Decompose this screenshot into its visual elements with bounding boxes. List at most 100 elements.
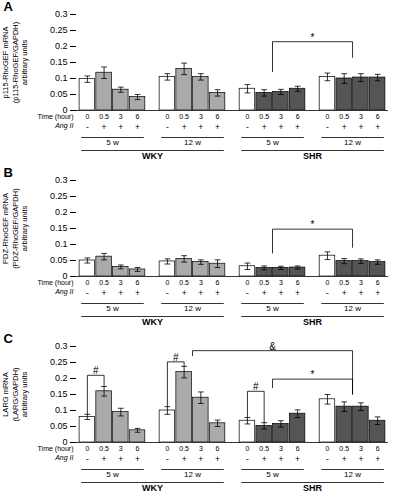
svg-text:5 w: 5 w: [106, 470, 119, 479]
svg-text:+: +: [295, 288, 300, 298]
svg-text:+: +: [375, 454, 380, 464]
svg-text:0.5: 0.5: [179, 279, 189, 286]
svg-text:3: 3: [279, 445, 283, 452]
svg-text:3: 3: [199, 113, 203, 120]
svg-text:0.1: 0.1: [55, 239, 68, 249]
svg-text:0.25: 0.25: [50, 191, 68, 201]
svg-text:SHR: SHR: [303, 317, 323, 327]
svg-text:WKY: WKY: [142, 483, 163, 493]
svg-text:+: +: [182, 122, 187, 132]
svg-text:0.1: 0.1: [55, 73, 68, 83]
svg-text:6: 6: [216, 113, 220, 120]
svg-text:-: -: [246, 288, 249, 298]
svg-text:0.5: 0.5: [259, 445, 269, 452]
svg-text:-: -: [246, 454, 249, 464]
svg-text:+: +: [342, 288, 347, 298]
svg-text:0.5: 0.5: [259, 279, 269, 286]
svg-text:6: 6: [376, 445, 380, 452]
svg-text:+: +: [118, 122, 123, 132]
svg-text:0.2: 0.2: [55, 41, 68, 51]
svg-text:+: +: [118, 454, 123, 464]
svg-text:-: -: [86, 288, 89, 298]
svg-text:12 w: 12 w: [344, 304, 361, 313]
svg-text:-: -: [326, 122, 329, 132]
svg-text:Time (hour): Time (hour): [38, 113, 74, 121]
svg-text:+: +: [182, 288, 187, 298]
svg-text:0: 0: [85, 279, 89, 286]
svg-text:3: 3: [119, 279, 123, 286]
svg-text:+: +: [342, 454, 347, 464]
svg-text:3: 3: [359, 279, 363, 286]
svg-text:+: +: [118, 288, 123, 298]
svg-text:+: +: [278, 288, 283, 298]
svg-text:0.3: 0.3: [55, 341, 68, 351]
svg-text:Ang II: Ang II: [54, 122, 73, 130]
svg-text:6: 6: [136, 445, 140, 452]
svg-text:0.5: 0.5: [339, 113, 349, 120]
svg-text:*: *: [311, 219, 315, 230]
svg-text:0.5: 0.5: [339, 279, 349, 286]
svg-text:3: 3: [359, 445, 363, 452]
svg-text:Time (hour): Time (hour): [38, 279, 74, 287]
svg-text:6: 6: [376, 279, 380, 286]
svg-text:0.5: 0.5: [339, 445, 349, 452]
svg-text:*: *: [311, 369, 315, 380]
svg-text:6: 6: [136, 279, 140, 286]
svg-text:0.15: 0.15: [50, 57, 68, 67]
svg-text:+: +: [262, 454, 267, 464]
svg-text:+: +: [135, 454, 140, 464]
svg-text:WKY: WKY: [142, 317, 163, 327]
svg-text:WKY: WKY: [142, 151, 163, 161]
svg-text:5 w: 5 w: [266, 138, 279, 147]
svg-text:A: A: [4, 0, 14, 14]
svg-text:+: +: [278, 454, 283, 464]
svg-text:6: 6: [136, 113, 140, 120]
svg-text:0: 0: [326, 279, 330, 286]
svg-text:0.15: 0.15: [50, 389, 68, 399]
svg-text:Time (hour): Time (hour): [38, 445, 74, 453]
svg-text:6: 6: [216, 279, 220, 286]
svg-text:0.5: 0.5: [179, 445, 189, 452]
svg-text:+: +: [135, 288, 140, 298]
svg-text:+: +: [375, 288, 380, 298]
svg-text:3: 3: [359, 113, 363, 120]
svg-text:0.2: 0.2: [55, 207, 68, 217]
svg-text:5 w: 5 w: [106, 138, 119, 147]
svg-text:0.25: 0.25: [50, 25, 68, 35]
svg-text:-: -: [326, 454, 329, 464]
svg-text:B: B: [4, 165, 13, 180]
svg-text:*: *: [311, 32, 315, 43]
svg-text:SHR: SHR: [303, 483, 323, 493]
svg-text:-: -: [246, 122, 249, 132]
svg-text:0.15: 0.15: [50, 223, 68, 233]
svg-text:+: +: [278, 122, 283, 132]
svg-text:-: -: [166, 454, 169, 464]
svg-text:+: +: [102, 454, 107, 464]
svg-text:0: 0: [85, 113, 89, 120]
svg-text:+: +: [358, 122, 363, 132]
svg-text:12 w: 12 w: [344, 138, 361, 147]
svg-text:3: 3: [119, 445, 123, 452]
svg-text:5 w: 5 w: [266, 304, 279, 313]
svg-text:+: +: [215, 454, 220, 464]
svg-text:0: 0: [165, 445, 169, 452]
svg-text:SHR: SHR: [303, 151, 323, 161]
svg-text:0.05: 0.05: [50, 89, 68, 99]
svg-text:+: +: [295, 122, 300, 132]
svg-text:+: +: [198, 454, 203, 464]
svg-text:0.25: 0.25: [50, 357, 68, 367]
svg-text:+: +: [342, 122, 347, 132]
svg-text:3: 3: [199, 445, 203, 452]
svg-text:12 w: 12 w: [184, 470, 201, 479]
svg-text:+: +: [182, 454, 187, 464]
svg-text:5 w: 5 w: [106, 304, 119, 313]
svg-text:p115-RhoGEF mRNA(p115-RhoGEF/G: p115-RhoGEF mRNA(p115-RhoGEF/GAPDH)arbit…: [1, 21, 29, 103]
svg-text:3: 3: [199, 279, 203, 286]
svg-text:PDZ-RhoGEF mRNA(PDZ-RhoGEF/GAP: PDZ-RhoGEF mRNA(PDZ-RhoGEF/GAPDH)arbitra…: [1, 188, 29, 269]
svg-text:0.05: 0.05: [50, 421, 68, 431]
svg-text:#: #: [93, 365, 99, 376]
svg-text:+: +: [358, 288, 363, 298]
svg-text:+: +: [375, 122, 380, 132]
svg-text:0.5: 0.5: [179, 113, 189, 120]
svg-text:6: 6: [296, 113, 300, 120]
